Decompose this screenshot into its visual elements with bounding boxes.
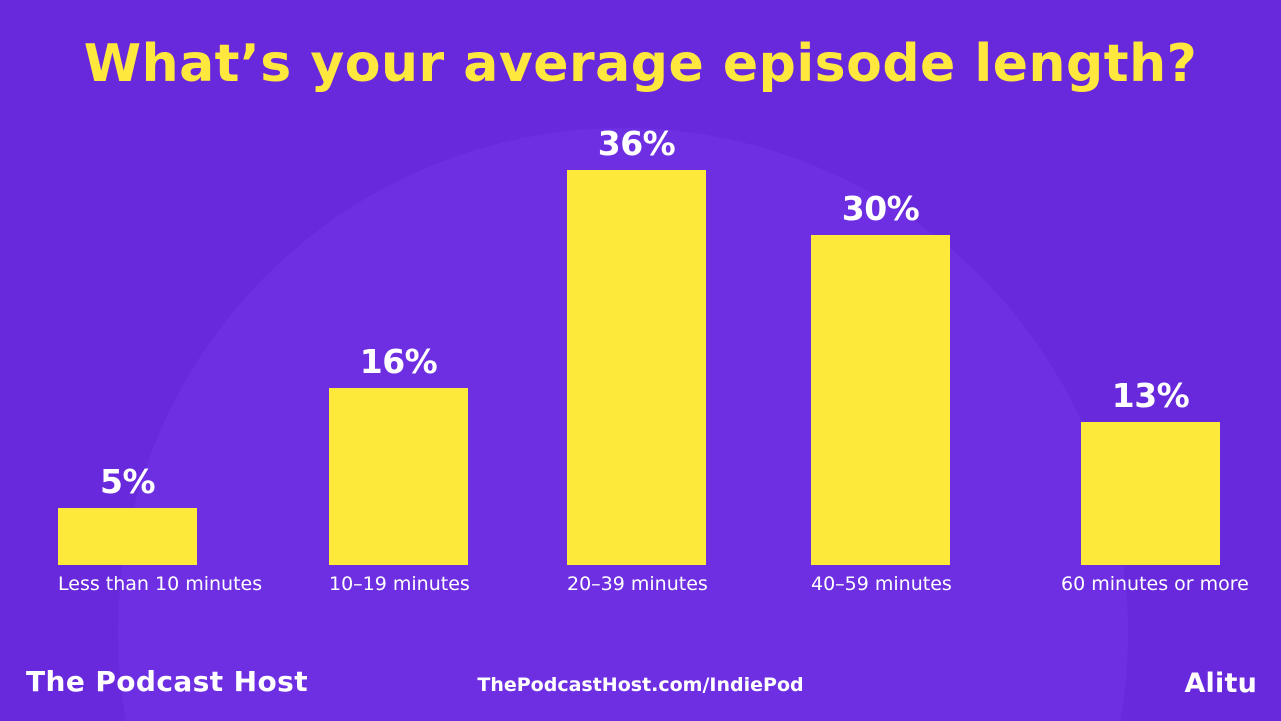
bar-group: 16% <box>329 345 468 565</box>
footer-url: ThePodcastHost.com/IndiePod <box>477 674 804 696</box>
bar-category-label: 20–39 minutes <box>567 573 708 595</box>
alitu-logo: Alitu <box>1184 668 1257 699</box>
bar-rect <box>567 170 706 565</box>
bar-rect <box>58 508 197 565</box>
bar-group: 5% <box>58 465 197 565</box>
bar-value-label: 36% <box>597 124 676 163</box>
bar-category-label: 60 minutes or more <box>1061 573 1249 595</box>
bar-rect <box>329 388 468 565</box>
bar-value-label: 30% <box>841 189 920 228</box>
bar-value-label: 16% <box>359 342 438 381</box>
page-title: What’s your average episode length? <box>83 34 1198 94</box>
bar-value-label: 13% <box>1111 376 1190 415</box>
bar-category-label: 10–19 minutes <box>329 573 470 595</box>
bar-value-label: 5% <box>99 462 156 501</box>
bar-rect <box>1081 422 1220 565</box>
bar-group: 30% <box>811 192 950 565</box>
podcast-host-logo: The Podcast Host <box>26 665 308 698</box>
bar-category-label: Less than 10 minutes <box>58 573 263 595</box>
bar-category-label: 40–59 minutes <box>811 573 952 595</box>
bar-group: 36% <box>567 127 706 565</box>
bar-rect <box>811 235 950 565</box>
bar-group: 13% <box>1081 379 1220 565</box>
